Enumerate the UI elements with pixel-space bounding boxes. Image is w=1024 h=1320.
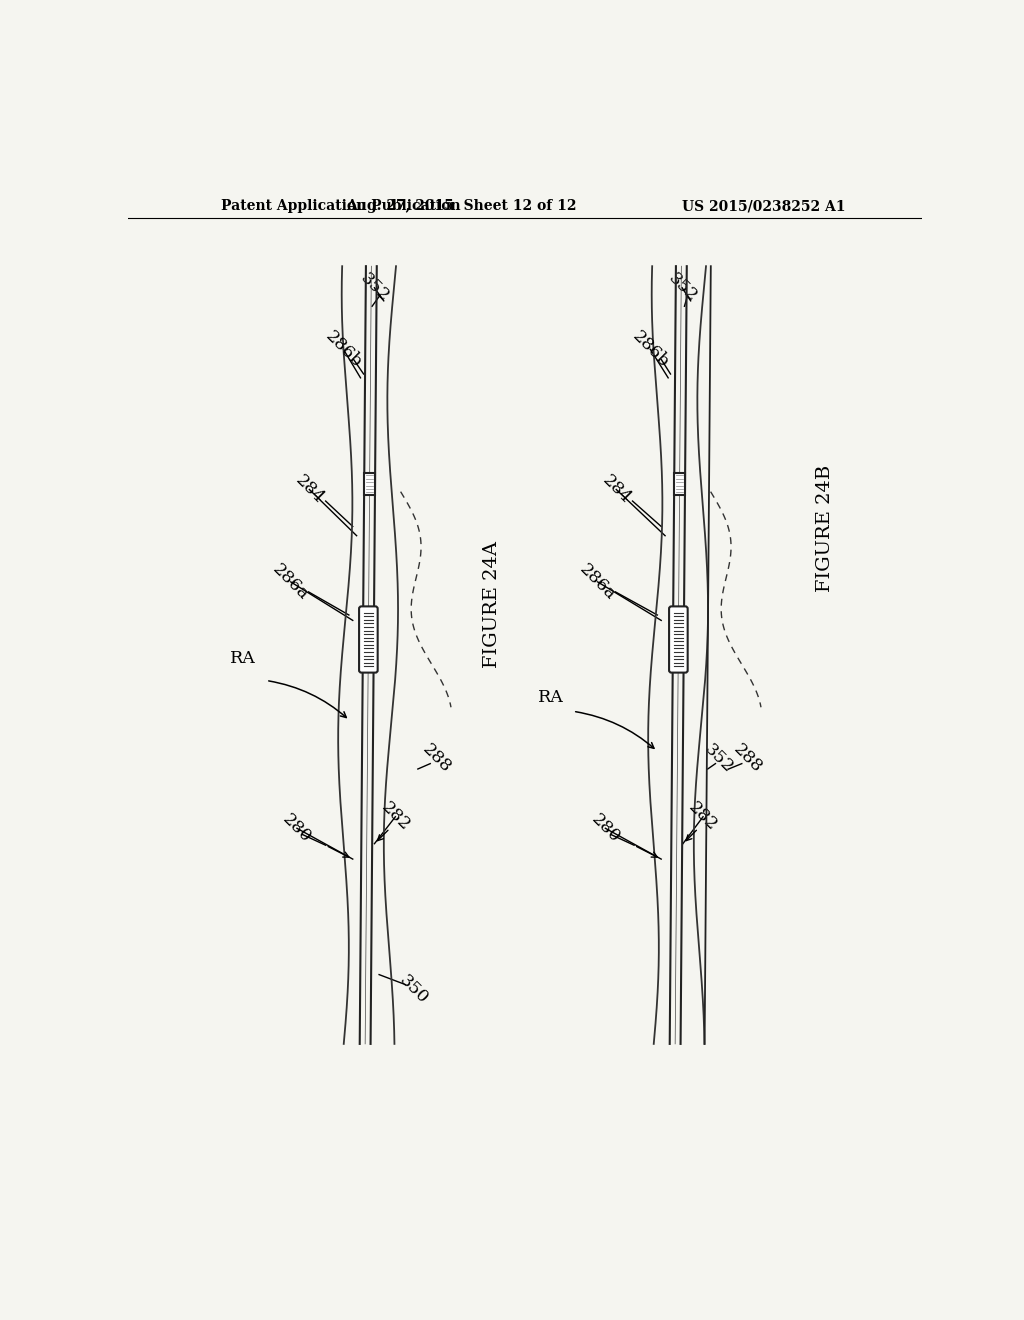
Text: Aug. 27, 2015  Sheet 12 of 12: Aug. 27, 2015 Sheet 12 of 12 xyxy=(346,199,577,213)
Text: 280: 280 xyxy=(280,810,314,846)
Text: 350: 350 xyxy=(395,973,431,1007)
FancyBboxPatch shape xyxy=(669,606,688,673)
Text: 352: 352 xyxy=(356,271,392,305)
Text: 280: 280 xyxy=(588,810,624,846)
Text: 286b: 286b xyxy=(629,327,672,371)
Text: US 2015/0238252 A1: US 2015/0238252 A1 xyxy=(682,199,845,213)
Text: RA: RA xyxy=(229,651,256,668)
Text: 286a: 286a xyxy=(577,561,620,603)
Text: 288: 288 xyxy=(419,742,455,776)
Bar xyxy=(365,473,375,495)
Text: FIGURE 24B: FIGURE 24B xyxy=(816,465,835,591)
Text: 284: 284 xyxy=(292,471,327,507)
Text: 282: 282 xyxy=(685,799,721,834)
Text: RA: RA xyxy=(539,689,564,706)
FancyBboxPatch shape xyxy=(359,606,378,673)
Text: 284: 284 xyxy=(599,471,634,507)
Text: 288: 288 xyxy=(730,742,766,776)
Text: 286b: 286b xyxy=(322,327,366,371)
Text: 352: 352 xyxy=(700,742,736,776)
Text: FIGURE 24A: FIGURE 24A xyxy=(483,541,502,668)
Text: Patent Application Publication: Patent Application Publication xyxy=(221,199,461,213)
Bar xyxy=(674,473,685,495)
Text: 282: 282 xyxy=(378,799,413,834)
Text: 286a: 286a xyxy=(269,561,312,603)
Text: 352: 352 xyxy=(665,271,700,305)
